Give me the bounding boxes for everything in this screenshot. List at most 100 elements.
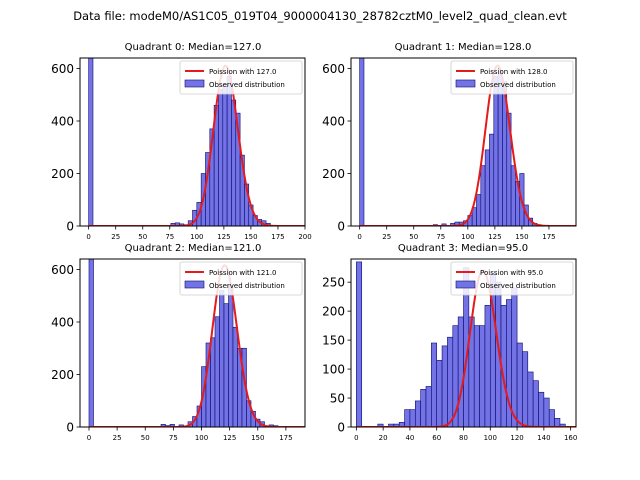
y-tick-label: 400 (51, 316, 74, 330)
legend-box (450, 261, 574, 296)
histogram-bar (457, 316, 464, 427)
quadrant-0-title: Quadrant 0: Median=127.0 (125, 42, 262, 53)
x-tick-label: 60 (432, 434, 441, 442)
x-tick-label: 75 (436, 233, 445, 241)
x-tick-label: 125 (217, 233, 230, 241)
histogram-bar (436, 360, 443, 427)
x-tick-label: 100 (195, 434, 208, 442)
x-tick-label: 125 (223, 434, 236, 442)
y-tick-label: 0 (66, 421, 74, 435)
histogram-bar (210, 337, 216, 427)
legend-poisson-label: Poission with 128.0 (480, 68, 548, 76)
quadrant-2-title: Quadrant 2: Median=121.0 (125, 243, 262, 254)
y-tick-label: 0 (337, 421, 345, 435)
x-tick-label: 50 (138, 233, 147, 241)
legend-observed-label: Observed distribution (480, 282, 556, 290)
y-tick-label: 50 (330, 392, 345, 406)
x-tick-label: 150 (515, 233, 528, 241)
legend-bar-swatch (455, 79, 476, 88)
histogram-bar (559, 423, 566, 427)
quadrant-3-bars (356, 261, 566, 427)
x-tick-label: 150 (244, 233, 257, 241)
x-tick-label: 50 (141, 434, 150, 442)
x-tick-label: 100 (484, 434, 497, 442)
y-tick-label: 400 (51, 115, 74, 129)
legend-poisson-label: Poission with 127.0 (209, 68, 277, 76)
histogram-bar (218, 89, 224, 226)
legend-bar-swatch (184, 79, 205, 88)
x-tick-label: 100 (461, 233, 474, 241)
histogram-bar (409, 409, 416, 427)
histogram-bar (473, 325, 480, 427)
y-tick-label: 400 (322, 115, 345, 129)
histogram-bar (522, 351, 529, 427)
histogram-bar (511, 287, 518, 427)
histogram-bar (527, 371, 534, 427)
legend-poisson-label: Poission with 95.0 (480, 269, 543, 277)
legend-observed-label: Observed distribution (209, 81, 285, 89)
legend-box (179, 60, 303, 95)
legend-box (179, 261, 303, 296)
x-tick-label: 50 (409, 233, 418, 241)
histogram-bar (228, 284, 234, 427)
histogram-bar (219, 290, 225, 427)
x-tick-label: 0 (354, 434, 358, 442)
histogram-bar (476, 194, 482, 226)
histogram-bar (489, 133, 495, 226)
histogram-bar (532, 380, 539, 427)
quadrant-1-bars (359, 58, 542, 226)
x-tick-label: 175 (542, 233, 555, 241)
x-tick-label: 25 (382, 233, 391, 241)
x-tick-label: 120 (510, 434, 523, 442)
legend-bar-swatch (184, 280, 205, 289)
x-tick-label: 125 (488, 233, 501, 241)
x-tick-label: 75 (169, 434, 178, 442)
histogram-bar (88, 259, 94, 427)
x-tick-label: 175 (279, 434, 292, 442)
y-tick-label: 100 (322, 363, 345, 377)
x-tick-label: 200 (298, 233, 311, 241)
y-tick-label: 150 (322, 334, 345, 348)
histogram-bar (493, 76, 499, 226)
histogram-bar (554, 418, 561, 427)
y-tick-label: 600 (322, 62, 345, 76)
histogram-bar (441, 345, 448, 427)
poisson-curve (359, 64, 576, 226)
histogram-bar (420, 389, 427, 427)
quadrant-0-panel: Quadrant 0: Median=127.0 0 25 50 75 100 125 15… (51, 42, 312, 241)
y-tick-label: 200 (51, 167, 74, 181)
histogram-bar (497, 73, 503, 226)
x-tick-label: 175 (271, 233, 284, 241)
histogram-bar (231, 99, 237, 226)
x-tick-label: 20 (379, 434, 388, 442)
histogram-bar (516, 342, 523, 427)
quadrant-1-panel: Quadrant 1: Median=128.0 0 25 50 75 100 125 15… (322, 42, 577, 241)
histogram-bar (538, 391, 545, 427)
x-tick-label: 0 (87, 434, 91, 442)
y-tick-label: 200 (322, 167, 345, 181)
axes-frame (350, 57, 577, 227)
x-tick-label: 40 (405, 434, 414, 442)
histogram-bar (484, 305, 491, 427)
x-tick-label: 25 (113, 434, 122, 442)
quadrant-3-panel: Quadrant 3: Median=95.0 0 20 40 60 80 100 120 1… (322, 243, 577, 442)
histogram-bar (484, 149, 490, 226)
y-tick-label: 0 (337, 220, 345, 234)
histogram-bar (543, 397, 550, 427)
legend-observed-label: Observed distribution (209, 282, 285, 290)
x-tick-label: 100 (190, 233, 203, 241)
legend-box (450, 60, 574, 95)
histogram-bar (425, 386, 432, 427)
x-tick-label: 0 (86, 233, 90, 241)
quadrant-3-title: Quadrant 3: Median=95.0 (398, 243, 528, 254)
x-tick-label: 140 (537, 434, 550, 442)
x-tick-label: 25 (111, 233, 120, 241)
histogram-bar (226, 76, 232, 226)
histogram-bar (447, 336, 454, 427)
x-tick-label: 160 (564, 434, 577, 442)
legend-bar-swatch (455, 280, 476, 289)
x-tick-label: 0 (357, 233, 361, 241)
y-tick-label: 200 (51, 368, 74, 382)
histogram-bar (88, 58, 94, 226)
histogram-bar (377, 423, 384, 427)
